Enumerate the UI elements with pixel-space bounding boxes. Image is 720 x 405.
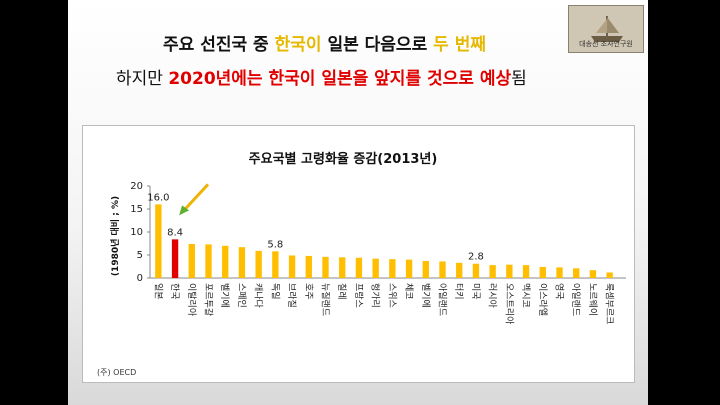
data-label: 8.4	[167, 227, 183, 238]
x-tick-label: 뉴질랜드	[320, 283, 332, 316]
headline-1: 주요 선진국 중 한국이 일본 다음으로 두 번째	[163, 30, 486, 55]
bar	[389, 259, 396, 278]
bar	[288, 255, 296, 278]
x-tick-label: 독일	[269, 283, 280, 300]
x-tick-label: 호주	[303, 283, 314, 300]
y-tick-label: 5	[137, 250, 143, 261]
chart-title: 주요국별 고령화율 증감(2013년)	[249, 151, 438, 167]
bar	[322, 256, 329, 278]
y-tick-label: 10	[130, 227, 143, 238]
x-tick-label: 영국	[554, 283, 565, 300]
y-axis-label: (1980년 대비 ; %)	[109, 196, 121, 276]
x-tick-label: 일본	[152, 283, 163, 300]
bar	[339, 257, 346, 278]
x-tick-label: 브라질	[286, 283, 298, 308]
highlight-arrow-head	[179, 205, 190, 216]
headline-2-highlight: 2020년에는 한국이 일본을 앞지를 것으로 예상	[168, 69, 512, 89]
bar	[405, 259, 413, 278]
x-tick-label: 체코	[403, 283, 414, 300]
x-tick-label: 포르투갈	[203, 283, 214, 316]
x-tick-label: 프랑스	[353, 283, 365, 308]
x-tick-label: 아일랜드	[570, 283, 581, 316]
bar	[522, 265, 530, 278]
x-tick-label: 헝가리	[370, 283, 381, 308]
bar	[539, 266, 546, 278]
x-tick-label: 멕시코	[520, 283, 531, 308]
y-tick-label: 20	[130, 181, 143, 192]
bar	[573, 268, 580, 278]
x-tick-label: 룩셈부르크	[604, 283, 615, 324]
y-tick-label: 0	[137, 273, 143, 284]
bar	[222, 245, 229, 278]
x-tick-label: 칠레	[336, 283, 347, 300]
x-tick-label: 한국	[169, 283, 180, 300]
bar	[171, 239, 179, 278]
logo-stamp: 대송선 조사연구원	[568, 5, 644, 53]
bar	[205, 244, 212, 278]
bar	[556, 267, 563, 278]
bar	[589, 270, 597, 278]
x-tick-label: 캐나다	[253, 283, 264, 309]
y-tick-label: 15	[130, 204, 143, 215]
x-tick-label: 오스트리아	[503, 283, 514, 325]
bar	[456, 262, 463, 278]
bar-chart: 주요국별 고령화율 증감(2013년) (1980년 대비 ; %) (주) O…	[97, 151, 626, 377]
data-label: 5.8	[267, 239, 283, 250]
bar	[272, 251, 279, 278]
data-label: 16.0	[147, 192, 169, 203]
x-tick-label: 이스라엘	[537, 283, 548, 316]
ship-icon	[591, 16, 623, 42]
source-note: (주) OECD	[97, 368, 136, 377]
headline-2-part-1: 하지만	[116, 69, 169, 89]
x-tick-label: 러시아	[487, 283, 498, 309]
chart-panel: 주요국별 고령화율 증감(2013년) (1980년 대비 ; %) (주) O…	[82, 125, 635, 383]
headline-2-part-2: 됨	[511, 69, 527, 89]
headline-1-part-1: 주요 선진국 중	[163, 35, 275, 55]
x-tick-label: 스페인	[236, 283, 247, 308]
bar	[188, 243, 195, 278]
bar	[472, 263, 480, 278]
highlight-arrow	[181, 183, 210, 213]
x-tick-label: 노르웨이	[587, 283, 599, 316]
bar	[355, 257, 363, 278]
bar	[506, 264, 513, 278]
headline-1-part-2: 일본 다음으로	[321, 35, 434, 55]
x-tick-label: 아일랜드	[437, 283, 448, 316]
x-tick-label: 이탈리아	[186, 283, 197, 317]
headline-1-highlight-korea: 한국이	[274, 35, 322, 55]
bar	[372, 258, 379, 278]
headline-1-highlight-second: 두 번째	[433, 35, 486, 55]
x-tick-label: 스위스	[386, 283, 397, 308]
x-tick-label: 미국	[470, 283, 481, 300]
bar	[489, 265, 496, 278]
bar	[238, 247, 246, 278]
slide: 주요 선진국 중 한국이 일본 다음으로 두 번째 하지만 2020년에는 한국…	[68, 0, 648, 405]
bar	[255, 250, 262, 278]
headline-2: 하지만 2020년에는 한국이 일본을 앞지를 것으로 예상됨	[116, 64, 527, 89]
bar	[155, 204, 162, 278]
bar	[606, 272, 613, 278]
bar	[422, 260, 429, 278]
bar	[439, 261, 446, 278]
x-tick-label: 벨기에	[420, 283, 431, 308]
stamp-text: 대송선 조사연구원	[579, 40, 633, 48]
x-tick-label: 터키	[453, 283, 464, 300]
data-label: 2.8	[468, 252, 484, 263]
bar	[305, 255, 312, 278]
x-tick-label: 벨기에	[219, 283, 230, 308]
